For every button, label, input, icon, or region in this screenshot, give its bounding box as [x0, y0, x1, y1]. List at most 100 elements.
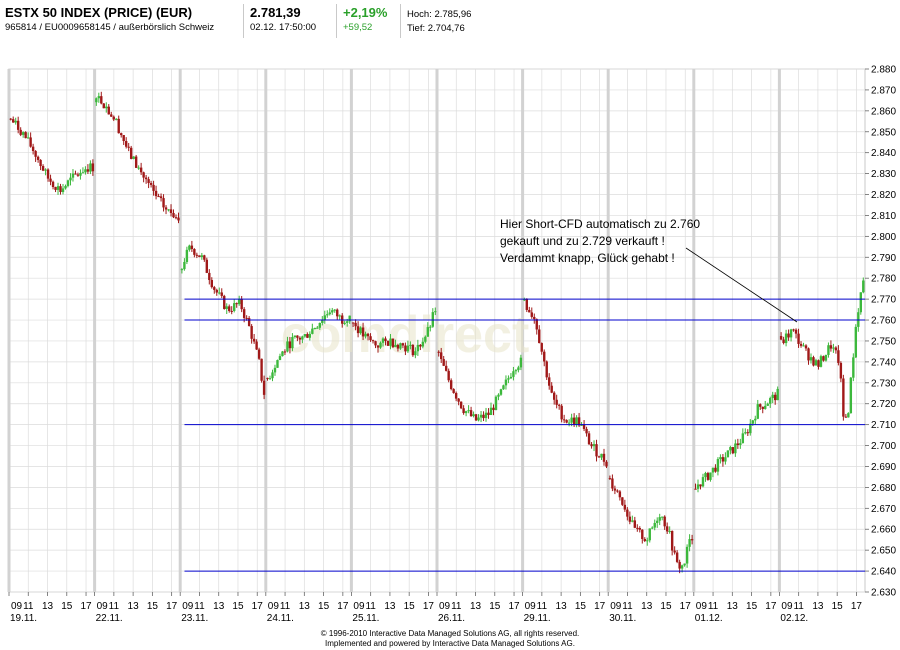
candle-body	[514, 370, 518, 372]
candle-body	[56, 186, 60, 190]
candle-body	[208, 272, 211, 281]
candle-body	[729, 447, 732, 451]
candle-body	[288, 341, 292, 349]
candle-body	[809, 357, 813, 361]
last-price: 2.781,39	[250, 5, 301, 20]
candle-body	[862, 280, 865, 293]
candle-body	[680, 565, 684, 569]
candle-body	[371, 340, 375, 342]
candle-body	[734, 443, 737, 454]
candle-body	[107, 106, 110, 115]
candle-body	[794, 329, 798, 334]
instrument-ids: 965814 / EU0009658145 / außerbörslich Sc…	[5, 22, 215, 33]
candle-body	[345, 321, 349, 323]
candle-body	[376, 345, 380, 348]
candle-body	[741, 433, 745, 444]
candle-body	[437, 351, 440, 353]
x-date-label: 23.11.	[181, 613, 208, 624]
candle-body	[411, 344, 415, 356]
candle-body	[391, 338, 395, 348]
candle-body	[233, 303, 236, 311]
candle-body	[379, 342, 382, 348]
candle-body	[235, 303, 238, 305]
candle-body	[401, 343, 405, 346]
candle-body	[142, 172, 145, 178]
candle-body	[726, 450, 730, 458]
candle-body	[572, 417, 576, 425]
candle-body	[81, 172, 85, 174]
candle-body	[502, 385, 505, 390]
candle-body	[711, 467, 715, 473]
candle-body	[230, 310, 233, 312]
candle-body	[447, 370, 450, 381]
candle-body	[389, 338, 392, 346]
candle-body	[621, 497, 624, 505]
x-tick-label: 17	[423, 601, 435, 612]
candle-body	[100, 96, 103, 104]
candle-body	[252, 338, 256, 342]
quote-header: ESTX 50 INDEX (PRICE) (EUR) 965814 / EU0…	[0, 0, 900, 42]
candle-body	[530, 312, 533, 317]
x-tick-label: 11	[451, 601, 462, 612]
candle-body	[854, 326, 858, 358]
candle-body	[69, 177, 72, 181]
candle-body	[29, 137, 32, 147]
x-tick-label: 09	[439, 601, 451, 612]
y-tick-label: 2.690	[871, 462, 896, 473]
candle-body	[399, 343, 402, 349]
candle-body	[509, 376, 513, 379]
y-tick-label: 2.770	[871, 295, 896, 306]
day-low: Tief: 2.704,76	[407, 23, 465, 34]
candle-body	[177, 217, 180, 221]
candle-body	[308, 333, 312, 338]
x-date-label: 01.12.	[695, 613, 723, 624]
y-tick-label: 2.640	[871, 567, 896, 578]
candle-body	[714, 467, 717, 472]
candle-body	[761, 406, 764, 409]
x-tick-label: 15	[232, 601, 244, 612]
y-tick-label: 2.840	[871, 148, 896, 159]
candle-body	[200, 255, 204, 257]
day-separator	[349, 69, 353, 592]
candle-body	[97, 96, 101, 99]
annotation-text: Hier Short-CFD automatisch zu 2.760 geka…	[500, 216, 700, 267]
candle-body	[364, 333, 367, 337]
x-date-label: 24.11.	[267, 613, 294, 624]
candle-body	[618, 491, 622, 498]
day-separator	[264, 69, 268, 592]
candle-body	[84, 169, 87, 173]
candle-body	[59, 186, 62, 193]
candle-body	[134, 156, 138, 168]
candle-body	[71, 173, 75, 178]
candle-body	[575, 417, 578, 425]
y-tick-label: 2.720	[871, 399, 896, 410]
x-tick-label: 11	[793, 601, 804, 612]
candle-body	[276, 360, 279, 368]
x-tick-label: 09	[610, 601, 622, 612]
candle-body	[381, 338, 385, 343]
candle-body	[467, 410, 470, 412]
x-tick-label: 13	[641, 601, 653, 612]
candle-body	[426, 327, 430, 337]
candle-body	[298, 337, 302, 340]
candle-body	[162, 198, 165, 208]
candle-body	[105, 106, 108, 109]
candle-body	[24, 132, 27, 139]
candle-body	[19, 129, 22, 135]
candle-body	[494, 396, 498, 411]
candle-body	[195, 254, 199, 256]
candle-body	[51, 181, 55, 187]
x-tick-label: 13	[384, 601, 396, 612]
candle-body	[328, 312, 331, 315]
support-resistance-lines	[184, 298, 865, 572]
x-tick-label: 15	[404, 601, 416, 612]
x-date-label: 26.11.	[438, 613, 465, 624]
candle-body	[193, 249, 196, 255]
candle-body	[507, 378, 510, 380]
candle-body	[678, 561, 681, 569]
x-tick-label: 11	[622, 601, 633, 612]
candle-body	[190, 245, 194, 250]
x-tick-label: 11	[365, 601, 376, 612]
candle-body	[670, 530, 674, 551]
candle-body	[643, 538, 646, 542]
